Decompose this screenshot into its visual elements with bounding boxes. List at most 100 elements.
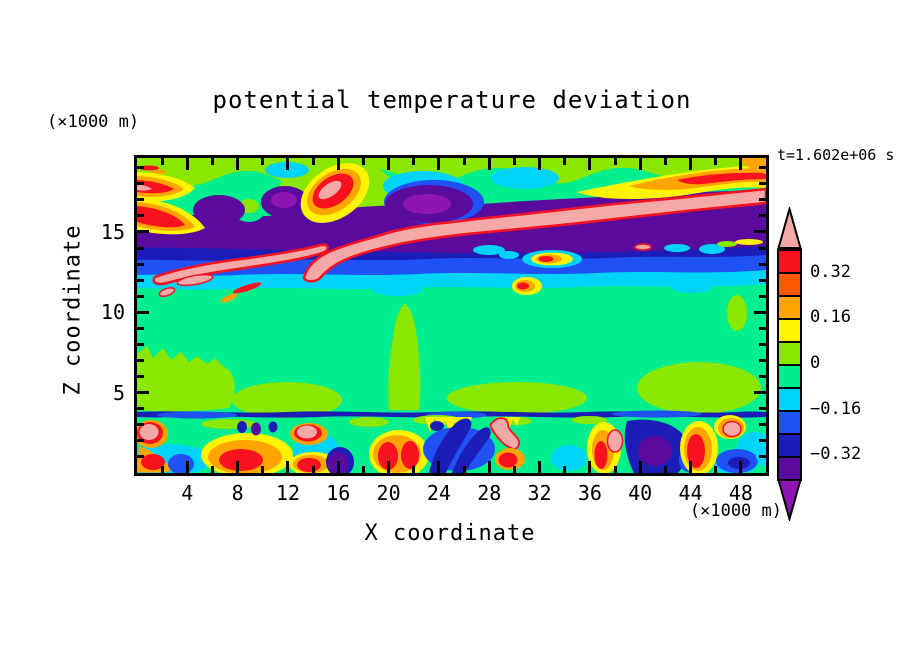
y-minor-tick bbox=[137, 198, 144, 202]
colorbar-box bbox=[779, 366, 800, 389]
colorbar-box bbox=[779, 458, 800, 479]
x-tick-label: 24 bbox=[426, 481, 451, 505]
colorbar-label: 0.16 bbox=[810, 307, 851, 328]
x-minor-tick bbox=[714, 158, 718, 165]
y-minor-tick bbox=[137, 439, 144, 443]
y-minor-tick bbox=[759, 294, 766, 298]
x-major-tick bbox=[387, 158, 391, 170]
x-minor-tick bbox=[613, 158, 617, 165]
x-minor-tick bbox=[412, 466, 416, 473]
x-minor-tick bbox=[412, 158, 416, 165]
y-minor-tick bbox=[137, 342, 144, 346]
x-major-tick bbox=[538, 461, 542, 473]
y-major-tick bbox=[754, 230, 766, 234]
x-major-tick bbox=[236, 461, 240, 473]
x-minor-tick bbox=[613, 466, 617, 473]
y-tick-label: 15 bbox=[100, 219, 125, 244]
y-minor-tick bbox=[137, 326, 144, 330]
y-minor-tick bbox=[137, 166, 144, 170]
y-minor-tick bbox=[137, 423, 144, 427]
x-major-tick bbox=[286, 461, 290, 473]
y-minor-tick bbox=[759, 166, 766, 170]
colorbar-label: 0 bbox=[810, 353, 821, 373]
x-major-tick bbox=[638, 461, 642, 473]
x-major-tick bbox=[739, 461, 743, 473]
x-major-tick bbox=[739, 158, 743, 170]
x-axis-title: X coordinate bbox=[364, 521, 536, 546]
colorbar-box bbox=[779, 320, 800, 343]
colorbar-box bbox=[779, 435, 800, 458]
chart-title: potential temperature deviation bbox=[212, 86, 692, 114]
y-minor-tick bbox=[759, 423, 766, 427]
x-major-tick bbox=[588, 461, 592, 473]
y-minor-tick bbox=[759, 359, 766, 362]
y-minor-tick bbox=[759, 455, 766, 459]
colorbar-label: −0.16 bbox=[810, 398, 862, 419]
x-major-tick bbox=[185, 461, 189, 473]
x-minor-tick bbox=[512, 466, 516, 473]
y-tick-label: 5 bbox=[112, 380, 125, 405]
x-minor-tick bbox=[361, 466, 365, 473]
x-tick-label: 28 bbox=[477, 481, 502, 505]
y-minor-tick bbox=[137, 246, 144, 250]
x-major-tick bbox=[236, 158, 240, 170]
x-minor-tick bbox=[160, 466, 164, 473]
x-minor-tick bbox=[261, 158, 265, 165]
x-major-tick bbox=[437, 158, 441, 170]
x-minor-tick bbox=[714, 466, 718, 473]
contour-field bbox=[137, 158, 766, 473]
x-minor-tick bbox=[663, 466, 667, 473]
colorbar-box bbox=[779, 343, 800, 366]
boundary-layer-structure bbox=[137, 410, 766, 473]
x-major-tick bbox=[185, 158, 189, 170]
y-major-tick bbox=[754, 391, 766, 395]
x-major-tick bbox=[387, 461, 391, 473]
colorbar-label: −0.32 bbox=[810, 444, 862, 465]
y-axis-unit-label: (×1000 m) bbox=[47, 112, 140, 132]
y-minor-tick bbox=[137, 359, 144, 362]
y-minor-tick bbox=[759, 214, 766, 218]
x-major-tick bbox=[336, 461, 340, 473]
colorbar-box bbox=[779, 274, 800, 297]
colorbar-box bbox=[779, 251, 800, 274]
x-major-tick bbox=[588, 158, 592, 170]
x-tick-label: 36 bbox=[577, 481, 602, 505]
y-minor-tick bbox=[137, 278, 144, 282]
x-tick-label: 32 bbox=[527, 481, 552, 505]
x-tick-label: 16 bbox=[326, 481, 351, 505]
y-major-tick bbox=[137, 310, 149, 314]
y-minor-tick bbox=[137, 182, 144, 186]
y-axis-title: Z coordinate bbox=[60, 224, 86, 396]
x-tick-label: 44 bbox=[678, 481, 703, 505]
x-tick-label: 40 bbox=[628, 481, 653, 505]
colorbar-bottom-arrow bbox=[777, 479, 802, 521]
x-tick-label: 48 bbox=[728, 481, 753, 505]
x-minor-tick bbox=[160, 158, 164, 165]
colorbar-top-arrow bbox=[777, 207, 802, 249]
y-minor-tick bbox=[759, 198, 766, 202]
mid-level-patches bbox=[137, 295, 761, 418]
x-tick-label: 4 bbox=[181, 481, 194, 505]
y-minor-tick bbox=[759, 439, 766, 443]
y-minor-tick bbox=[137, 294, 144, 298]
x-minor-tick bbox=[210, 158, 214, 165]
y-minor-tick bbox=[759, 407, 766, 411]
x-minor-tick bbox=[462, 466, 466, 473]
x-minor-tick bbox=[210, 466, 214, 473]
x-major-tick bbox=[689, 158, 693, 170]
plot-area bbox=[134, 155, 769, 476]
y-minor-tick bbox=[759, 278, 766, 282]
x-tick-label: 8 bbox=[231, 481, 244, 505]
y-minor-tick bbox=[137, 262, 144, 266]
x-minor-tick bbox=[462, 158, 466, 165]
x-tick-label: 12 bbox=[275, 481, 300, 505]
y-minor-tick bbox=[759, 246, 766, 250]
colorbar-box bbox=[779, 297, 800, 320]
y-major-tick bbox=[754, 310, 766, 314]
y-minor-tick bbox=[137, 455, 144, 459]
y-minor-tick bbox=[759, 375, 766, 379]
y-minor-tick bbox=[759, 326, 766, 330]
y-minor-tick bbox=[137, 214, 144, 218]
x-minor-tick bbox=[563, 466, 567, 473]
